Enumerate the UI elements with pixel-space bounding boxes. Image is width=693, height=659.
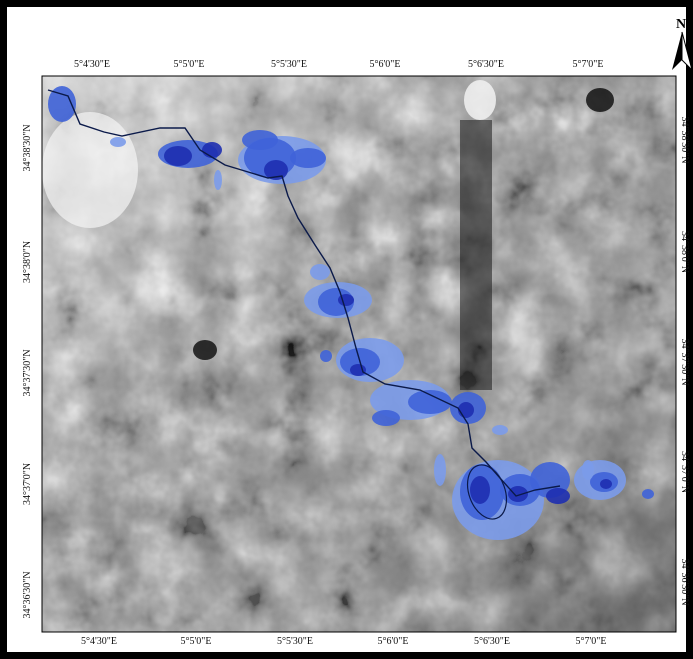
flood-extent-layer [48, 86, 654, 540]
top-lon-label: 5°7'0"E [572, 59, 604, 70]
stream-line [47, 89, 561, 497]
right-lat-label: 34°38'30"N [679, 116, 690, 164]
right-lat-label: 34°38'0"N [679, 230, 690, 274]
flood-patch [310, 264, 330, 280]
north-label: N [676, 17, 687, 32]
top-lon-label: 5°6'0"E [369, 59, 401, 70]
flood-patch [458, 402, 474, 418]
top-lon-label: 5°5'30"E [271, 59, 307, 70]
flood-patch [242, 130, 278, 150]
stream-loop [466, 464, 508, 520]
flood-patch [546, 488, 570, 504]
flood-patch [214, 170, 222, 190]
bottom-lon-label: 5°4'30"E [81, 636, 117, 647]
north-arrow-icon [672, 31, 693, 72]
flood-patch [642, 489, 654, 499]
flood-patch [350, 364, 366, 376]
right-lat-label: 34°37'0"N [679, 450, 690, 494]
top-lon-label: 5°6'30"E [468, 59, 504, 70]
right-lat-label: 34°37'30"N [679, 338, 690, 386]
bottom-lon-label: 5°7'0"E [575, 636, 607, 647]
flood-patch [338, 294, 354, 306]
flood-patch [290, 148, 326, 168]
flood-patch [110, 137, 126, 147]
flood-patch [264, 160, 288, 180]
bottom-lon-label: 5°6'0"E [377, 636, 409, 647]
map-neatline [41, 75, 677, 633]
flood-patch [372, 410, 400, 426]
bottom-lon-label: 5°5'0"E [180, 636, 212, 647]
flood-patch [164, 146, 192, 166]
bottom-lon-label: 5°5'30"E [277, 636, 313, 647]
left-lat-label: 34°37'30"N [22, 349, 33, 397]
flood-patch [582, 460, 594, 480]
satellite-raster [42, 76, 676, 632]
flood-patch [408, 390, 452, 414]
left-lat-label: 34°37'0"N [22, 462, 33, 506]
bottom-lon-label: 5°6'30"E [474, 636, 510, 647]
left-lat-label: 34°36'30"N [22, 571, 33, 619]
left-lat-label: 34°38'30"N [22, 124, 33, 172]
flood-patch [202, 142, 222, 158]
flood-patch [492, 425, 508, 435]
flood-patch [48, 86, 76, 122]
flood-patch [434, 454, 446, 486]
flood-patch [600, 479, 612, 489]
top-lon-label: 5°4'30"E [74, 59, 110, 70]
flood-patch [470, 476, 490, 504]
flood-patch [508, 486, 528, 502]
top-lon-label: 5°5'0"E [173, 59, 205, 70]
flood-patch [320, 350, 332, 362]
right-lat-label: 34°36'30"N [679, 558, 690, 606]
left-lat-label: 34°38'0"N [22, 240, 33, 284]
